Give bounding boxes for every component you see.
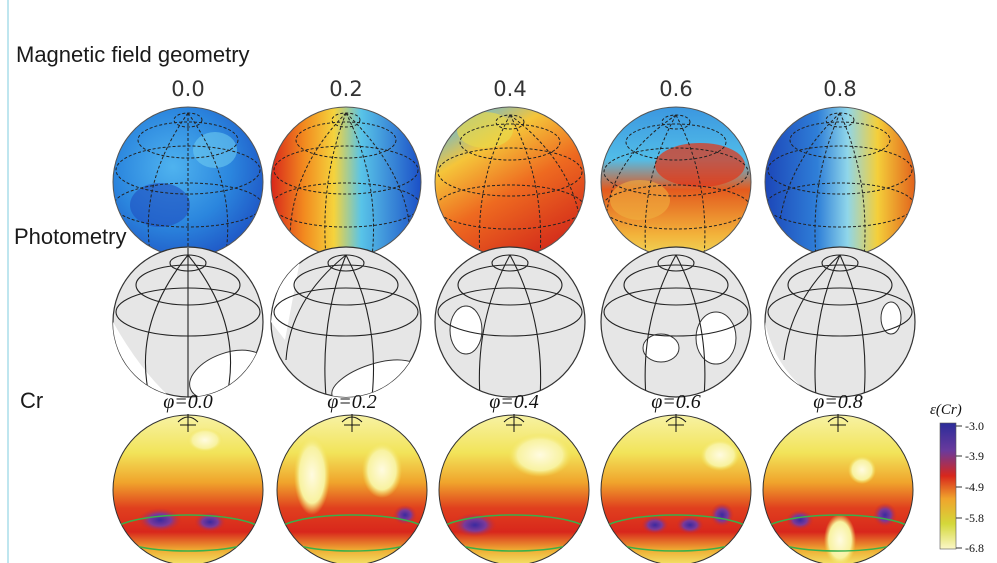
row-label-magnetic: Magnetic field geometry [16,42,250,67]
magnetic-sphere-3 [600,106,752,258]
row-label-cr: Cr [20,388,43,413]
cr-sphere-2 [438,414,590,563]
colorbar-tick-2: -4.9 [965,480,984,494]
magnetic-sphere-4 [764,106,916,258]
phase-label-0: 0.0 [171,77,204,101]
cr-sphere-4 [762,414,914,563]
photometry-sphere-3 [600,246,752,398]
cr-phase-label-0: φ=0.0 [163,391,213,413]
phase-label-1: 0.2 [329,77,362,101]
photometry-sphere-4 [764,246,916,398]
magnetic-sphere-1 [270,106,422,258]
phase-label-4: 0.8 [823,77,856,101]
row-label-photometry: Photometry [14,224,127,249]
cr-sphere-0 [112,414,264,563]
phase-label-3: 0.6 [659,77,692,101]
cr-phase-label-1: φ=0.2 [327,391,377,413]
colorbar-tick-4: -6.8 [965,541,984,555]
colorbar-tick-3: -5.8 [965,511,984,525]
photometry-sphere-2 [434,246,586,398]
cr-phase-label-3: φ=0.6 [651,391,701,413]
magnetic-sphere-0 [112,106,264,258]
magnetic-sphere-2 [434,106,586,258]
cr-sphere-1 [276,414,428,563]
phase-label-2: 0.4 [493,77,526,101]
colorbar-title: ε(Cr) [930,402,962,418]
colorbar-scale [939,422,957,550]
cr-phase-label-4: φ=0.8 [813,391,863,413]
photometry-sphere-1 [270,246,422,398]
photometry-sphere-0 [112,246,264,398]
colorbar-tick-0: -3.0 [965,419,984,433]
cr-sphere-3 [600,414,752,563]
colorbar: ε(Cr) -3.0 -3.9 -4.9 -5.8 -6.8 [930,402,984,555]
colorbar-tick-1: -3.9 [965,449,984,463]
cr-phase-label-2: φ=0.4 [489,391,539,413]
